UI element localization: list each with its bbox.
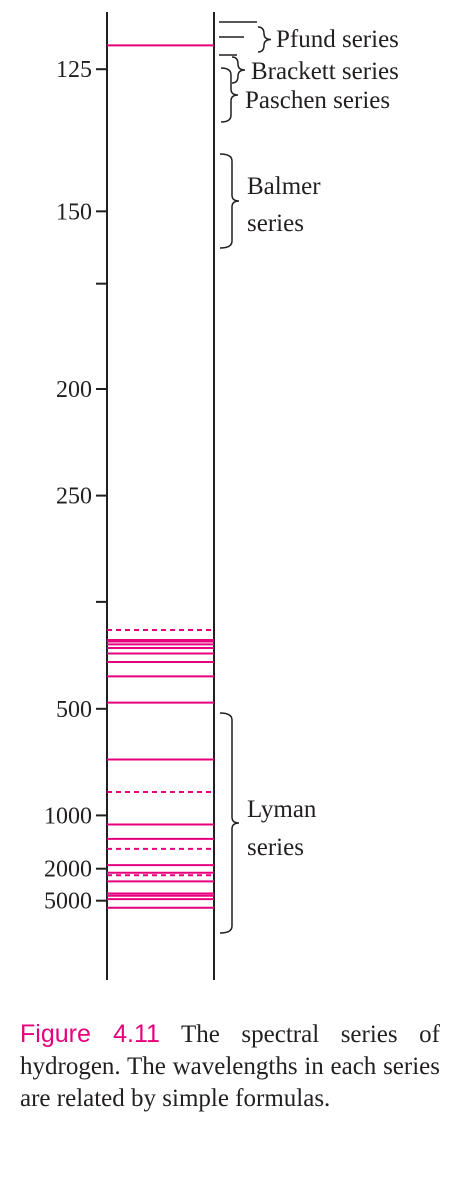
spectral-lines — [107, 44, 214, 909]
pfund-brace — [257, 26, 272, 53]
tick-label: 500 — [56, 697, 92, 723]
caption-label: Figure 4.11 — [20, 1020, 160, 1048]
tick-label: 125 — [56, 57, 92, 83]
series-braces — [219, 26, 272, 934]
tick-label: 250 — [56, 484, 92, 510]
tick-label: 1000 — [44, 803, 92, 829]
tick-label: 150 — [56, 199, 92, 225]
paschen-series-label: Paschen series — [245, 87, 390, 114]
brackett-brace — [231, 56, 246, 84]
pfund-series-label: Pfund series — [276, 26, 399, 53]
lyman-brace — [219, 712, 240, 934]
lyman-series-label: Lyman — [247, 796, 317, 823]
tick-label: 5000 — [44, 889, 92, 915]
balmer-brace — [219, 153, 240, 249]
caption-text: The spectral series of hydrogen. The wav… — [20, 1021, 440, 1112]
lyman-series-label: series — [247, 834, 304, 861]
balmer-series-label: Balmer — [247, 173, 321, 200]
figure-caption: Figure 4.11 The spectral series of hydro… — [20, 1018, 440, 1115]
paschen-brace — [220, 67, 239, 123]
balmer-series-label: series — [247, 210, 304, 237]
spectral-series-diagram: 500020001000500250200150125100 Pfund ser… — [44, 12, 399, 980]
tick-label: 200 — [56, 377, 92, 403]
tick-label: 2000 — [44, 857, 92, 883]
wavelength-axis: 500020001000500250200150125100 — [44, 12, 257, 980]
brackett-series-label: Brackett series — [251, 58, 399, 85]
